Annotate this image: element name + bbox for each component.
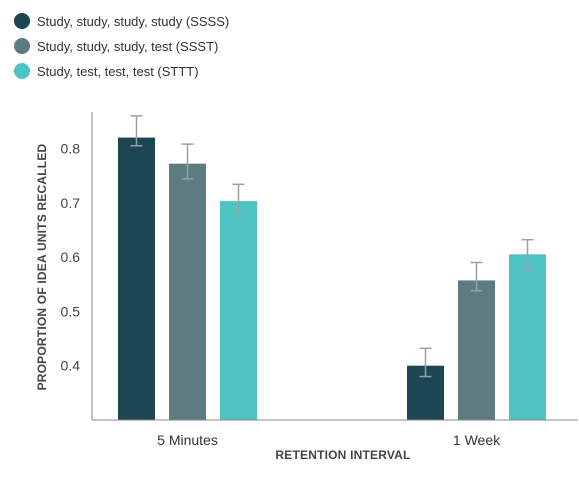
legend-label: Study, study, study, test (SSST) xyxy=(37,39,218,54)
x-axis-title: RETENTION INTERVAL xyxy=(275,448,410,462)
bar xyxy=(458,280,495,420)
y-axis-title: PROPORTION OF IDEA UNITS RECALLED xyxy=(35,143,49,390)
y-tick-label: 0.7 xyxy=(61,195,81,211)
legend-label: Study, study, study, study (SSSS) xyxy=(37,14,229,29)
bar xyxy=(118,137,155,420)
y-tick-label: 0.6 xyxy=(61,249,81,265)
bar xyxy=(220,201,257,420)
legend-label: Study, test, test, test (STTT) xyxy=(37,64,199,79)
y-axis: 0.4 0.5 0.6 0.7 0.8 xyxy=(61,112,93,420)
x-tick-label: 5 Minutes xyxy=(157,432,218,448)
y-tick-label: 0.5 xyxy=(61,303,81,319)
legend-marker xyxy=(14,13,30,29)
x-tick-label: 1 Week xyxy=(453,432,501,448)
y-tick-label: 0.4 xyxy=(61,358,81,374)
x-axis: 5 Minutes 1 Week xyxy=(92,419,578,448)
legend-marker xyxy=(14,38,30,54)
legend: Study, study, study, study (SSSS) Study, … xyxy=(14,13,229,79)
legend-marker xyxy=(14,63,30,79)
y-tick-label: 0.8 xyxy=(61,140,81,156)
bars-group xyxy=(118,115,546,421)
bar xyxy=(509,254,546,420)
bar xyxy=(169,163,206,421)
